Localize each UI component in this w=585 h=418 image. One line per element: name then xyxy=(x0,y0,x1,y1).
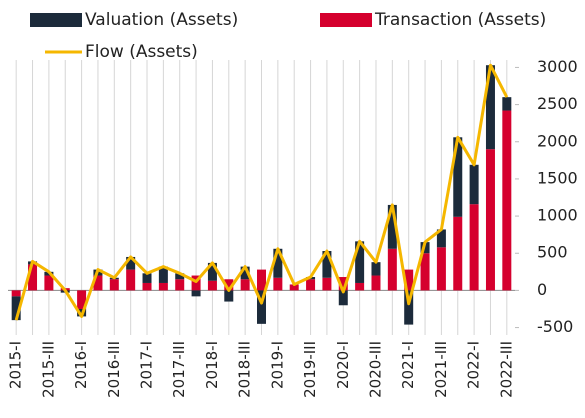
bar xyxy=(175,273,185,280)
y-tick-label: 0 xyxy=(537,280,547,299)
bar xyxy=(126,269,136,291)
legend-swatch xyxy=(320,13,372,27)
x-tick-label: 2021-III xyxy=(432,341,450,398)
x-tick-label: 2018-I xyxy=(203,341,221,389)
bar xyxy=(44,275,54,291)
x-tick-label: 2021-I xyxy=(399,341,417,389)
bar xyxy=(175,279,185,291)
y-tick-label: 2000 xyxy=(537,131,578,150)
bar xyxy=(338,290,348,306)
x-tick-label: 2017-III xyxy=(170,341,188,398)
bar xyxy=(420,253,430,291)
bar xyxy=(240,266,250,280)
bar xyxy=(273,248,283,278)
x-tick-label: 2022-I xyxy=(465,341,483,389)
bar xyxy=(485,149,495,291)
bar xyxy=(126,256,136,270)
legend-label: Transaction (Assets) xyxy=(374,10,546,30)
bar xyxy=(306,279,316,291)
x-tick-label: 2016-I xyxy=(72,341,90,389)
bar xyxy=(387,204,397,249)
x-tick-label: 2018-III xyxy=(236,341,254,398)
bar xyxy=(502,110,512,291)
x-tick-label: 2020-III xyxy=(366,341,384,398)
x-tick-label: 2022-III xyxy=(497,341,515,398)
bar xyxy=(436,229,446,248)
x-tick-label: 2017-I xyxy=(138,341,156,389)
y-tick-label: 2500 xyxy=(537,94,578,113)
bar xyxy=(355,241,365,283)
x-tick-label: 2016-III xyxy=(105,341,123,398)
bar xyxy=(77,290,87,309)
bar xyxy=(240,279,250,291)
bar xyxy=(11,290,21,297)
line xyxy=(14,63,509,321)
bar xyxy=(485,65,495,150)
y-tick-label: 1500 xyxy=(537,168,578,187)
legend-swatch xyxy=(30,13,82,27)
bar xyxy=(469,204,479,291)
bar xyxy=(28,264,38,291)
bar xyxy=(142,273,152,283)
bar xyxy=(289,284,299,291)
x-tick-label: 2015-III xyxy=(39,341,57,398)
bar xyxy=(387,248,397,291)
bar xyxy=(93,275,103,291)
bar xyxy=(257,290,266,324)
x-tick-label: 2015-I xyxy=(7,341,25,389)
bar xyxy=(257,269,266,291)
legend-label: Valuation (Assets) xyxy=(85,10,238,30)
x-tick-label: 2019-III xyxy=(301,341,319,398)
bar xyxy=(355,282,365,291)
bar xyxy=(404,269,414,291)
y-tick-label: 500 xyxy=(537,243,568,262)
legend-label: Flow (Assets) xyxy=(85,42,198,62)
bar xyxy=(191,290,201,297)
bar xyxy=(11,296,21,321)
y-tick-label: 3000 xyxy=(537,57,578,76)
bar xyxy=(224,279,234,291)
bar xyxy=(322,251,332,278)
bar xyxy=(207,262,217,281)
bar xyxy=(502,97,512,111)
bar xyxy=(453,137,463,217)
bar xyxy=(469,164,479,205)
bar xyxy=(158,266,168,283)
bar xyxy=(436,247,446,291)
y-tick-label: -500 xyxy=(537,317,573,336)
x-tick-label: 2020-I xyxy=(334,341,352,389)
bar xyxy=(371,262,381,276)
bar xyxy=(142,282,152,291)
bar xyxy=(158,282,168,291)
bar xyxy=(404,290,414,325)
x-tick-label: 2019-I xyxy=(268,341,286,389)
bar xyxy=(338,277,348,291)
y-tick-label: 1000 xyxy=(537,206,578,225)
bar xyxy=(453,216,463,291)
bar xyxy=(273,277,283,291)
bar xyxy=(207,280,217,291)
bar xyxy=(224,290,234,302)
bar xyxy=(322,277,332,291)
bar xyxy=(109,279,119,291)
bar xyxy=(371,275,381,291)
